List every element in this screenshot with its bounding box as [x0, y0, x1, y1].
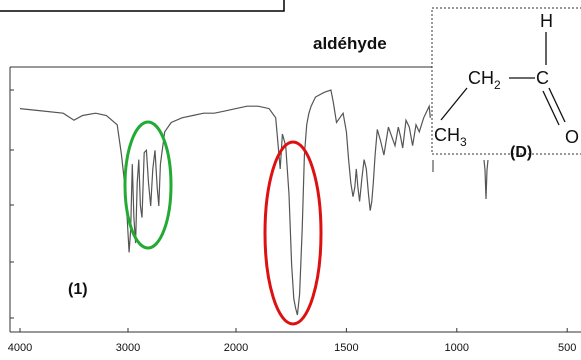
x-tick-label: 4000: [8, 342, 32, 354]
group-ch3: CH3: [434, 125, 467, 149]
atom-h: H: [540, 11, 553, 31]
atom-o: O: [565, 127, 579, 147]
x-tick-label: 500: [558, 342, 576, 354]
annotation-ellipse-co-stretch: [263, 140, 323, 326]
atom-c: C: [536, 68, 549, 88]
molecule-label: (D): [510, 144, 532, 161]
x-tick-label: 1500: [334, 342, 358, 354]
molecule-frame: [431, 7, 581, 155]
x-tick-label: 3000: [116, 342, 140, 354]
group-ch2: CH2: [468, 68, 501, 92]
annotation-ellipse-ch-stretch: [123, 120, 173, 250]
panel-label: (1): [68, 281, 88, 298]
x-tick-label: 1000: [445, 342, 469, 354]
bond-ch3-ch2: [440, 87, 468, 121]
spectrum-fragment-870: [483, 159, 489, 200]
chart-title: aldéhyde: [313, 34, 387, 53]
caption-box-fragment: [0, 0, 285, 12]
bond-c-o-2: [542, 90, 560, 126]
x-axis-ticks: 4000 3000 2000 1500 1000 500: [8, 328, 576, 354]
x-tick-label: 2000: [224, 342, 248, 354]
y-ticks: [10, 89, 14, 319]
molecule-inset: H CH2 C O CH3 (D): [431, 7, 581, 161]
spectrum-line: [19, 89, 431, 316]
bond-c-o-1: [548, 87, 566, 123]
